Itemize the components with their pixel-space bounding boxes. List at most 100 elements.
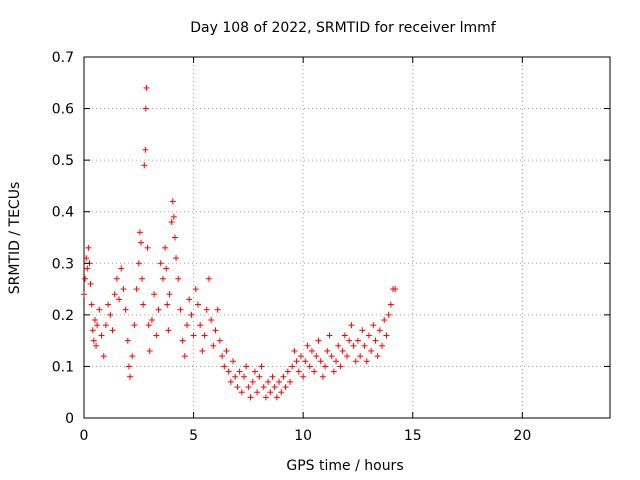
data-point — [157, 260, 164, 267]
points-layer — [81, 84, 399, 401]
y-tick-label: 0.2 — [52, 308, 74, 324]
ticks-layer: 0 0.1 0.2 0.3 0.4 0.5 0.6 0.7 0 5 10 15 20 — [52, 50, 610, 444]
data-point — [243, 363, 250, 370]
data-point — [370, 322, 377, 329]
data-point — [203, 306, 210, 313]
data-point — [146, 347, 153, 354]
data-point — [188, 311, 195, 318]
data-point — [328, 353, 335, 360]
data-point — [100, 353, 107, 360]
data-point — [173, 255, 180, 262]
x-tick-label: 0 — [80, 428, 89, 444]
data-point — [171, 234, 178, 241]
data-point — [181, 353, 188, 360]
data-point — [168, 219, 175, 226]
data-point — [131, 322, 138, 329]
data-point — [368, 347, 375, 354]
data-point — [232, 373, 239, 380]
data-point — [102, 322, 109, 329]
data-point — [155, 306, 162, 313]
data-point — [227, 378, 234, 385]
data-point — [122, 306, 129, 313]
data-point — [350, 342, 357, 349]
data-point — [359, 327, 366, 334]
data-point — [361, 342, 368, 349]
data-point — [383, 332, 390, 339]
data-point — [120, 286, 127, 293]
data-point — [225, 368, 232, 375]
data-point — [374, 353, 381, 360]
plot-frame — [83, 56, 611, 419]
data-point — [190, 332, 197, 339]
data-point — [308, 347, 315, 354]
data-point — [276, 378, 283, 385]
data-point — [87, 280, 94, 287]
grid-layer — [84, 57, 610, 418]
data-point — [219, 353, 226, 360]
y-tick-label: 0.1 — [52, 359, 74, 375]
data-point — [136, 229, 143, 236]
data-point — [348, 322, 355, 329]
data-point — [165, 327, 172, 334]
data-point — [140, 301, 147, 308]
data-point — [293, 358, 300, 365]
data-point — [116, 296, 123, 303]
data-point — [339, 347, 346, 354]
data-point — [363, 358, 370, 365]
data-point — [295, 368, 302, 375]
data-point — [251, 368, 258, 375]
data-point — [91, 317, 98, 324]
data-point — [265, 378, 272, 385]
data-point — [169, 198, 176, 205]
data-point — [82, 275, 89, 282]
data-point — [210, 342, 217, 349]
data-point — [85, 244, 92, 251]
data-point — [164, 301, 171, 308]
data-point — [118, 265, 125, 272]
chart-title: Day 108 of 2022, SRMTID for receiver lmm… — [190, 20, 497, 36]
data-point — [199, 347, 206, 354]
data-point — [145, 322, 152, 329]
data-point — [162, 244, 169, 251]
data-point — [278, 389, 285, 396]
data-point — [201, 332, 208, 339]
data-point — [127, 373, 134, 380]
data-point — [93, 342, 100, 349]
data-point — [376, 327, 383, 334]
data-point — [107, 311, 114, 318]
data-point — [197, 322, 204, 329]
data-point — [297, 353, 304, 360]
data-point — [186, 296, 193, 303]
data-point — [352, 358, 359, 365]
data-point — [372, 337, 379, 344]
data-point — [194, 301, 201, 308]
data-point — [333, 358, 340, 365]
data-point — [302, 358, 309, 365]
data-point — [269, 373, 276, 380]
data-point — [385, 311, 392, 318]
data-point — [319, 373, 326, 380]
data-point — [144, 244, 151, 251]
data-point — [357, 353, 364, 360]
data-point — [205, 275, 212, 282]
data-point — [249, 378, 256, 385]
data-point — [271, 384, 278, 391]
data-point — [260, 384, 267, 391]
data-point — [300, 373, 307, 380]
x-tick-label: 5 — [189, 428, 198, 444]
data-point — [84, 265, 91, 272]
data-point — [159, 275, 166, 282]
data-point — [341, 332, 348, 339]
data-point — [124, 337, 131, 344]
data-point — [344, 353, 350, 360]
data-point — [381, 317, 388, 324]
data-point — [313, 353, 320, 360]
data-point — [111, 291, 118, 298]
data-point — [322, 363, 329, 370]
data-point — [153, 332, 160, 339]
data-point — [135, 260, 142, 267]
data-point — [287, 378, 294, 385]
data-point — [284, 368, 291, 375]
data-point — [311, 368, 318, 375]
